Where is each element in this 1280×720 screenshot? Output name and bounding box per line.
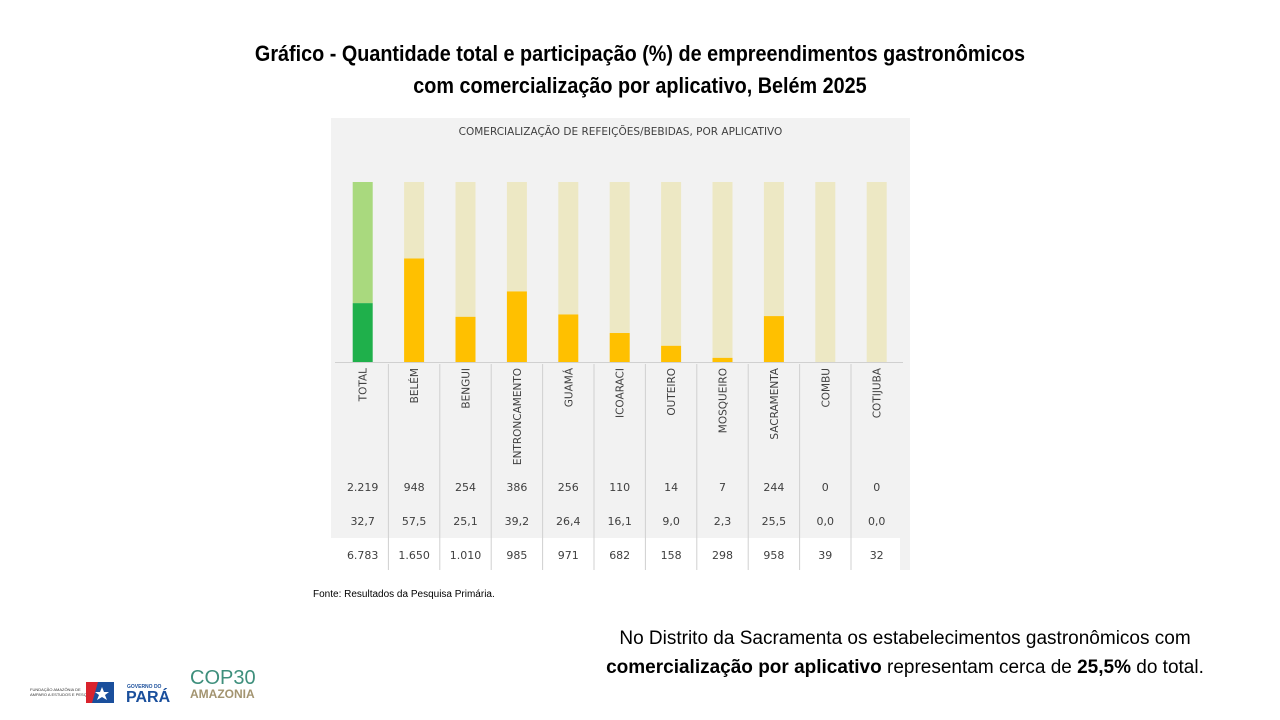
note-bold-pct: 25,5% [1077, 657, 1131, 678]
bar-remainder-entroncamento [506, 182, 527, 292]
chart: COMERCIALIZAÇÃO DE REFEIÇÕES/BEBIDAS, PO… [331, 118, 910, 570]
table-row-bg [331, 538, 900, 570]
source-note: Fonte: Resultados da Pesquisa Primária. [313, 589, 495, 600]
bar-entroncamento [506, 291, 527, 362]
note-text: do total. [1130, 657, 1204, 678]
tick-label: TOTAL [358, 368, 370, 402]
table-cell: 7 [719, 481, 726, 494]
bar-remainder-sacramenta [763, 182, 784, 317]
table-cell: 16,1 [607, 515, 632, 528]
title-line-1: Gráfico - Quantidade total e participaçã… [254, 41, 1026, 66]
tick-label: OUTEIRO [666, 368, 678, 416]
table-cell: 256 [558, 481, 579, 494]
table-cell: 0 [873, 481, 880, 494]
cop30-logo: COP30 [190, 667, 256, 689]
table-cell: 25,5 [762, 515, 787, 528]
svg-text:AMAZONIA: AMAZONIA [190, 687, 255, 701]
table-cell: 2,3 [714, 515, 732, 528]
bar-remainder-guamá [558, 182, 579, 315]
table-cell: 32 [870, 549, 884, 562]
table-cell: 1.650 [398, 549, 430, 562]
table-cell: 985 [506, 549, 527, 562]
bar-remainder-mosqueiro [712, 182, 733, 358]
tick-label: BELÉM [408, 368, 421, 403]
table-cell: 682 [609, 549, 630, 562]
table-cell: 14 [664, 481, 678, 494]
tick-label: COMBU [820, 368, 832, 408]
table-cell: 9,0 [662, 515, 680, 528]
note-text: No Distrito da Sacramenta os estabelecim… [619, 628, 1191, 649]
table-cell: 244 [763, 481, 784, 494]
bar-remainder-bengui [455, 182, 476, 317]
table-cell: 39 [818, 549, 832, 562]
note-text: representam cerca de [881, 657, 1078, 678]
bar-icoaraci [609, 333, 630, 362]
bar-remainder-icoaraci [609, 182, 630, 334]
tick-label: BENGUI [461, 368, 473, 409]
bar-remainder-cotijuba [866, 182, 887, 362]
table-cell: 32,7 [350, 515, 375, 528]
svg-text:PARÁ: PARÁ [126, 687, 171, 706]
bar-remainder-outeiro [661, 182, 682, 346]
svg-text:GOVERNO DO: GOVERNO DO [127, 684, 162, 690]
page-title: Gráfico - Quantidade total e participaçã… [64, 38, 1216, 102]
tick-label: MOSQUEIRO [718, 368, 730, 433]
table-cell: 158 [661, 549, 682, 562]
table-cell: 386 [506, 481, 527, 494]
logos: FUNDAÇÃO AMAZÔNIA DE AMPARO A ESTUDOS E … [30, 667, 256, 706]
bar-sacramenta [763, 316, 784, 362]
table-cell: 298 [712, 549, 733, 562]
note-bold: comercialização por aplicativo [606, 657, 882, 678]
table-cell: 971 [558, 549, 579, 562]
table-cell: 0,0 [817, 515, 835, 528]
table-cell: 57,5 [402, 515, 427, 528]
bar-remainder-belém [404, 182, 425, 259]
table-cell: 0 [822, 481, 829, 494]
fapespa-logo: FUNDAÇÃO AMAZÔNIA DE [30, 687, 81, 692]
table-cell: 26,4 [556, 515, 581, 528]
table-cell: 25,1 [453, 515, 478, 528]
title-line-2: com comercialização por aplicativo, Belé… [413, 73, 867, 98]
table-cell: 2.219 [347, 481, 379, 494]
bar-bengui [455, 316, 476, 362]
summary-note: No Distrito da Sacramenta os estabelecim… [560, 624, 1250, 682]
table-cell: 39,2 [505, 515, 530, 528]
table-cell: 254 [455, 481, 476, 494]
chart-svg: TOTAL 2.219 32,7 6.783 BELÉM 948 57,5 1.650 BENG… [331, 182, 903, 570]
table-cell: 1.010 [450, 549, 482, 562]
table-cell: 948 [404, 481, 425, 494]
bar-belém [404, 258, 425, 362]
tick-label: COTIJUBA [872, 367, 884, 418]
bar-total [352, 303, 373, 362]
table-cell: 110 [609, 481, 630, 494]
bar-remainder-combu [815, 182, 836, 362]
bar-guamá [558, 314, 579, 362]
tick-label: ENTRONCAMENTO [512, 368, 524, 465]
bar-remainder-total [352, 182, 373, 304]
chart-title: COMERCIALIZAÇÃO DE REFEIÇÕES/BEBIDAS, PO… [458, 126, 783, 138]
table-cell: 6.783 [347, 549, 379, 562]
table-cell: 0,0 [868, 515, 886, 528]
bar-mosqueiro [712, 357, 733, 362]
svg-text:AMPARO A ESTUDOS E PESQUISAS: AMPARO A ESTUDOS E PESQUISAS [30, 692, 99, 697]
tick-label: SACRAMENTA [769, 367, 781, 439]
bar-outeiro [661, 345, 682, 362]
table-cell: 958 [763, 549, 784, 562]
tick-label: ICOARACI [615, 368, 627, 418]
tick-label: GUAMÁ [562, 367, 575, 407]
